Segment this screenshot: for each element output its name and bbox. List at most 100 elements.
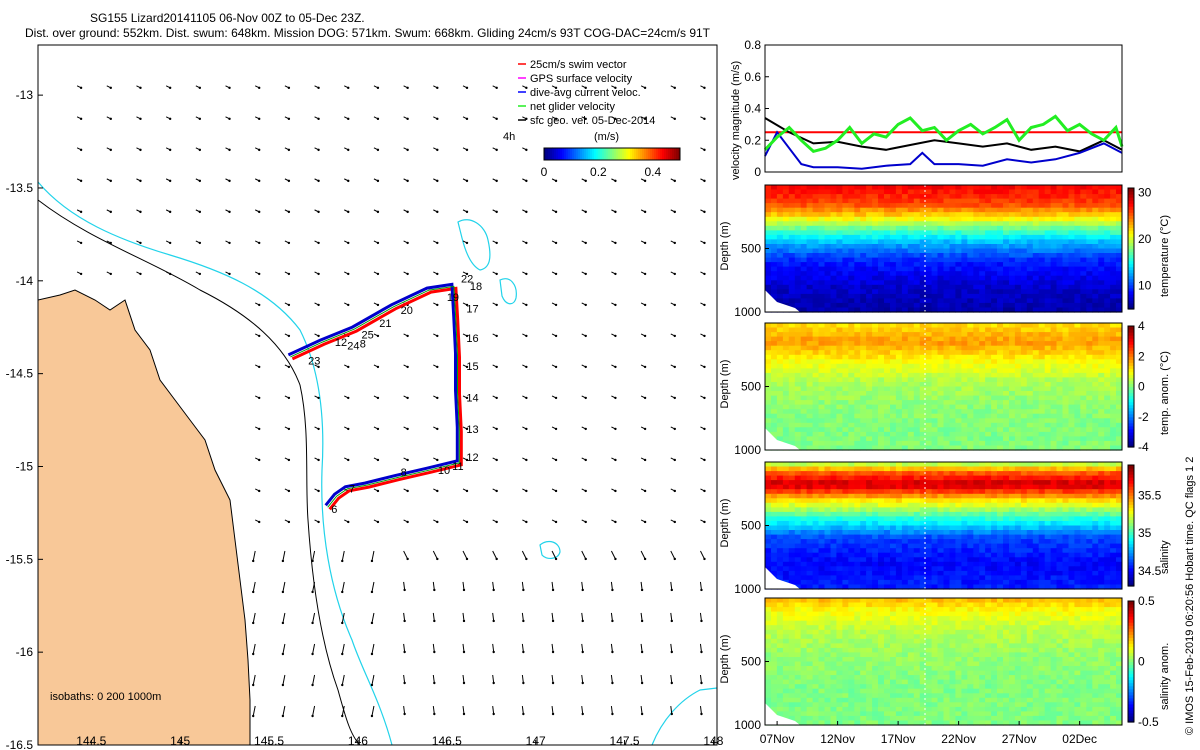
heatmap-cell — [1092, 302, 1099, 308]
heatmap-cell — [913, 431, 921, 437]
heatmap-cell — [973, 445, 980, 451]
heatmap-cell — [1092, 327, 1099, 333]
heatmap-cell — [854, 323, 861, 329]
heatmap-cell — [1009, 400, 1016, 406]
heatmap-cell — [806, 436, 814, 442]
heatmap-cell — [812, 341, 820, 347]
heatmap-cell — [1068, 436, 1075, 442]
heatmap-cell — [919, 271, 927, 277]
heatmap-cell — [1003, 332, 1010, 338]
heatmap-cell — [913, 198, 921, 204]
velocity-arrow-head — [317, 86, 320, 90]
map-y-tick-label: -13.5 — [6, 181, 34, 195]
heatmap-cell — [991, 359, 998, 365]
heatmap-cell — [884, 257, 891, 263]
heatmap-cell — [925, 368, 933, 374]
heatmap-cell — [890, 244, 897, 250]
heatmap-cell — [1062, 230, 1069, 236]
heatmap-cell — [1104, 302, 1111, 308]
heatmap-cell — [860, 409, 867, 415]
heatmap-cell — [961, 345, 968, 351]
heatmap-cell — [991, 418, 998, 424]
heatmap-cell — [771, 427, 778, 433]
heatmap-cell — [1056, 377, 1063, 383]
velocity-arrow — [312, 705, 316, 717]
heatmap-cell — [937, 368, 944, 374]
heatmap-cell — [788, 395, 796, 401]
heatmap-cell — [854, 198, 861, 204]
velocity-arrow-head — [495, 334, 498, 338]
colorbar-cell — [1128, 347, 1134, 351]
heatmap-cell — [1086, 462, 1093, 468]
heatmap-cell — [884, 248, 891, 254]
heatmap-cell — [997, 480, 1004, 486]
heatmap-cell — [1014, 354, 1022, 360]
heatmap-cell — [830, 475, 837, 481]
heatmap-cell — [872, 189, 879, 195]
heatmap-cell — [973, 189, 980, 195]
heatmap-cell — [901, 484, 909, 490]
heatmap-cell — [895, 207, 903, 213]
heatmap-cell — [1044, 377, 1052, 383]
heatmap-cell — [1104, 262, 1111, 268]
heatmap-cell — [788, 257, 796, 263]
heatmap-cell — [1104, 400, 1111, 406]
heatmap-cell — [860, 372, 867, 378]
heatmap-cell — [800, 194, 808, 200]
heatmap-cell — [776, 480, 784, 486]
velocity-arrow-head — [376, 334, 380, 338]
heatmap-cell — [937, 332, 944, 338]
heatmap-cell — [949, 382, 956, 388]
heatmap-cell — [1038, 471, 1046, 477]
heatmap-cell — [1026, 354, 1034, 360]
heatmap-cell — [812, 498, 820, 504]
heatmap-cell — [997, 266, 1004, 272]
heatmap-cell — [1086, 253, 1093, 259]
heatmap-cell — [776, 498, 784, 504]
heatmap-cell — [1009, 484, 1016, 490]
heatmap-cell — [854, 466, 861, 472]
heatmap-cell — [1080, 422, 1087, 428]
heatmap-cell — [955, 404, 962, 410]
heatmap-cell — [1014, 244, 1022, 250]
heatmap-cell — [1116, 293, 1123, 299]
heatmap-cell — [943, 327, 950, 333]
heatmap-cell — [1050, 307, 1058, 313]
heatmap-cell — [776, 194, 784, 200]
velocity-arrow-head — [495, 179, 498, 183]
heatmap-cell — [1044, 280, 1052, 286]
heatmap-cell — [854, 225, 861, 231]
heatmap-cell — [818, 431, 825, 437]
heatmap-cell — [1026, 471, 1034, 477]
heatmap-cell — [967, 293, 974, 299]
heatmap-cell — [1074, 253, 1081, 259]
heatmap-cell — [812, 207, 820, 213]
heatmap-cell — [1032, 471, 1040, 477]
colorbar-cell — [1128, 380, 1134, 384]
heatmap-cell — [949, 462, 956, 468]
heatmap-cell — [830, 498, 837, 504]
heatmap-cell — [901, 253, 909, 259]
heatmap-cell — [925, 327, 933, 333]
heatmap-cell — [925, 445, 933, 451]
heatmap-cell — [765, 350, 772, 356]
heatmap-cell — [872, 363, 879, 369]
velocity-arrow-head — [341, 683, 344, 687]
heatmap-cell — [1098, 427, 1105, 433]
heatmap-cell — [848, 262, 855, 268]
heatmap-cell — [782, 323, 790, 329]
heatmap-cell — [1116, 336, 1123, 342]
heatmap-cell — [806, 368, 814, 374]
heatmap-cell — [1050, 436, 1058, 442]
heatmap-cell — [1032, 185, 1040, 191]
velocity-arrow-head — [673, 117, 676, 121]
heatmap-cell — [872, 382, 879, 388]
velocity-arrow-head — [522, 681, 525, 685]
heatmap-cell — [806, 489, 814, 495]
heatmap-cell — [824, 413, 831, 419]
heatmap-cell — [973, 194, 980, 200]
velocity-arrow — [610, 612, 613, 622]
heatmap-cell — [1026, 395, 1034, 401]
heatmap-cell — [931, 239, 939, 245]
heatmap-cell — [878, 239, 885, 245]
